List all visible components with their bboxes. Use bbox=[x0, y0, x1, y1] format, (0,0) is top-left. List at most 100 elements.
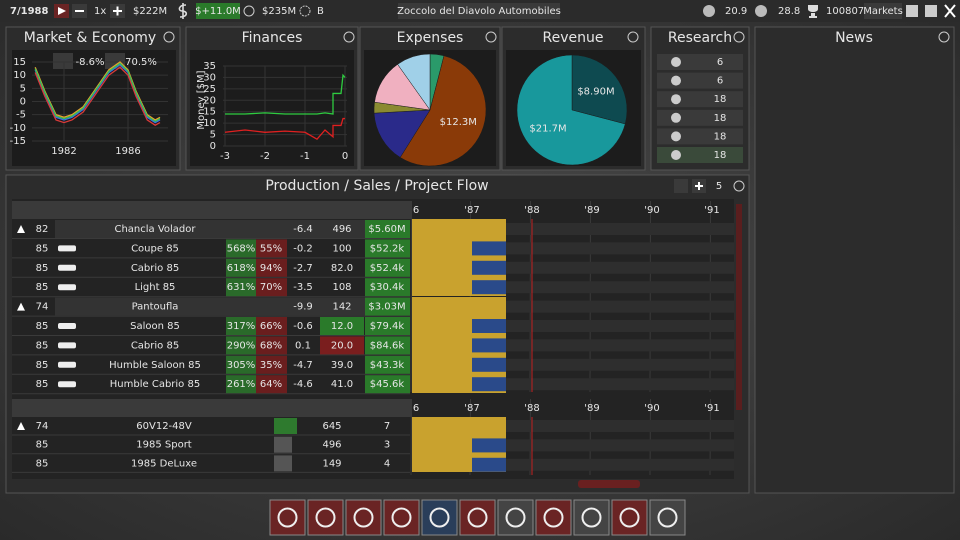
timeline-row bbox=[506, 358, 734, 371]
help-button[interactable] bbox=[343, 31, 355, 43]
timeline-row bbox=[506, 339, 734, 352]
cell bbox=[226, 239, 256, 258]
cell bbox=[365, 355, 410, 374]
factory-icon bbox=[472, 357, 506, 372]
panel-title: Research bbox=[668, 30, 732, 46]
help-button[interactable] bbox=[627, 31, 639, 43]
label: Markets bbox=[863, 6, 903, 17]
label: -3.5 bbox=[293, 282, 313, 293]
x-tick-label: -3 bbox=[220, 151, 230, 162]
expand-arrow[interactable] bbox=[17, 225, 25, 233]
y-tick-label: 15 bbox=[203, 107, 216, 118]
x-tick-label: 0 bbox=[342, 151, 348, 162]
toolbar-button[interactable] bbox=[573, 499, 610, 536]
y-tick-label: 0 bbox=[20, 97, 26, 108]
toolbar-button[interactable] bbox=[345, 499, 382, 536]
label: 496 bbox=[332, 224, 351, 235]
cell bbox=[365, 297, 410, 316]
expand-arrow[interactable] bbox=[17, 422, 25, 430]
label: 85 bbox=[36, 263, 49, 274]
help-button[interactable] bbox=[733, 31, 745, 43]
toolbar-button[interactable] bbox=[535, 499, 572, 536]
label: $30.4k bbox=[370, 282, 405, 293]
label: 41.0 bbox=[331, 379, 353, 390]
cell bbox=[365, 317, 410, 335]
toolbar-button[interactable] bbox=[383, 499, 420, 536]
factory-icon bbox=[472, 338, 506, 353]
toolbar-button[interactable] bbox=[649, 499, 686, 536]
label: 64% bbox=[260, 379, 282, 390]
engine-bar bbox=[274, 436, 292, 453]
help-button[interactable] bbox=[938, 31, 950, 43]
data-label: $12.3M bbox=[440, 117, 477, 128]
timeline-row bbox=[506, 300, 734, 313]
cell bbox=[320, 336, 364, 355]
toolbar-button[interactable] bbox=[459, 499, 496, 536]
cell bbox=[226, 317, 256, 335]
label: 1x bbox=[94, 6, 106, 17]
label: $45.6k bbox=[370, 379, 405, 390]
annotation: -8.6% bbox=[75, 57, 104, 68]
save-button[interactable] bbox=[906, 5, 918, 17]
toolbar-icon bbox=[581, 507, 602, 528]
x-tick-label: -2 bbox=[260, 151, 270, 162]
help-button[interactable] bbox=[163, 31, 175, 43]
research-icon bbox=[671, 75, 681, 86]
list-button[interactable] bbox=[674, 179, 688, 193]
x-tick-label: 1986 bbox=[115, 146, 140, 157]
close-button[interactable] bbox=[944, 4, 956, 18]
label: $79.4k bbox=[370, 321, 405, 332]
series-line bbox=[34, 66, 161, 126]
factory-icon bbox=[472, 457, 506, 472]
series-line bbox=[225, 73, 346, 115]
label: 149 bbox=[322, 458, 341, 469]
cell bbox=[256, 317, 287, 335]
timeline-row bbox=[506, 320, 734, 332]
label: 1985 Sport bbox=[136, 440, 192, 451]
toolbar-button[interactable] bbox=[307, 499, 344, 536]
timeline-row bbox=[506, 261, 734, 274]
label: Cabrio 85 bbox=[131, 340, 179, 351]
label: Saloon 85 bbox=[130, 321, 180, 332]
y-tick-label: 30 bbox=[203, 72, 216, 83]
timeline-row bbox=[506, 378, 734, 391]
toolbar-button[interactable] bbox=[421, 499, 458, 536]
panel-title: Finances bbox=[242, 30, 303, 46]
label: 142 bbox=[332, 302, 351, 313]
help-button[interactable] bbox=[485, 31, 497, 43]
toolbar-button[interactable] bbox=[497, 499, 534, 536]
y-tick-label: 10 bbox=[13, 70, 26, 81]
cell bbox=[365, 336, 410, 355]
label: 12.0 bbox=[331, 321, 353, 332]
toolbar-icon bbox=[619, 507, 640, 528]
research-row bbox=[657, 91, 743, 108]
scrollbar[interactable] bbox=[736, 204, 742, 410]
label: 317% bbox=[227, 321, 256, 332]
label: 85 bbox=[36, 340, 49, 351]
panel-title: Production / Sales / Project Flow bbox=[265, 178, 488, 194]
expand-arrow[interactable] bbox=[17, 302, 25, 311]
timeline-year: '87 bbox=[464, 205, 479, 216]
markets-button[interactable] bbox=[864, 3, 902, 19]
pie-slice bbox=[399, 55, 487, 167]
label: -0.6 bbox=[293, 321, 313, 332]
pie-slice bbox=[516, 54, 626, 166]
toolbar-button[interactable] bbox=[269, 499, 306, 536]
label: 94% bbox=[260, 263, 282, 274]
label: 3 bbox=[384, 440, 390, 451]
research-value: 18 bbox=[714, 131, 727, 142]
label: 100 bbox=[332, 243, 351, 254]
menu-button[interactable] bbox=[925, 5, 937, 17]
cell bbox=[256, 258, 287, 277]
scrollbar[interactable] bbox=[578, 480, 640, 488]
car-icon bbox=[58, 342, 76, 349]
help-button[interactable] bbox=[733, 180, 745, 192]
pie-slice bbox=[397, 53, 431, 111]
toolbar-icon bbox=[315, 507, 336, 528]
label: 60V12-48V bbox=[136, 421, 192, 432]
label: 568% bbox=[227, 243, 256, 254]
y-tick-label: 10 bbox=[203, 118, 216, 129]
research-icon bbox=[671, 112, 681, 123]
globe-button[interactable] bbox=[53, 53, 73, 69]
toolbar-button[interactable] bbox=[611, 499, 648, 536]
